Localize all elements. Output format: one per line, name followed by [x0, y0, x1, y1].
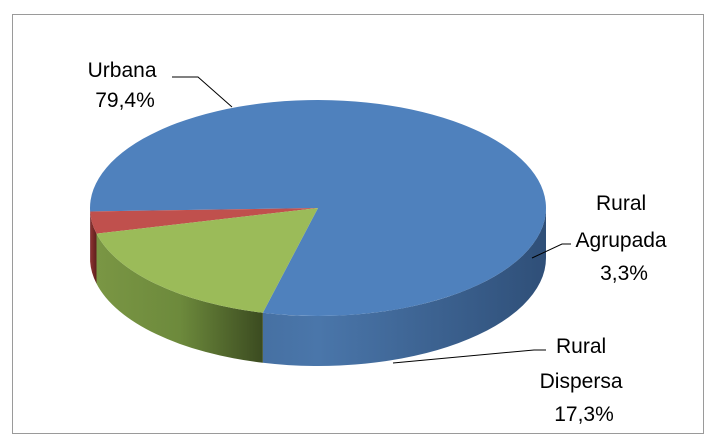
- slice-label-rural-dispersa-line-1: Rural: [556, 335, 606, 358]
- slice-label-rural-dispersa: Rural Dispersa 17,3%: [540, 335, 629, 426]
- slice-label-urbana-line-1: Urbana: [88, 59, 157, 82]
- slice-label-rural-agrupada: Rural Agrupada 3,3%: [576, 192, 673, 285]
- slice-label-rural-agrupada-line-3: 3,3%: [600, 262, 648, 285]
- leader-line-rural-dispersa: [392, 349, 546, 364]
- pie-slice-urbana: [90, 99, 547, 316]
- pie-side-urbana: [90, 208, 546, 366]
- slice-label-rural-agrupada-line-1: Rural: [596, 192, 646, 215]
- pie-sides: [90, 208, 546, 366]
- slice-label-urbana-line-2: 79,4%: [95, 89, 155, 112]
- pie-side-rural-agrupada: [90, 211, 97, 284]
- pie-slice-rural-dispersa: [96, 208, 318, 313]
- leader-lines: [172, 76, 571, 364]
- pie-tops: [90, 99, 547, 316]
- slice-label-urbana: Urbana 79,4%: [88, 59, 163, 112]
- slice-label-rural-dispersa-line-3: 17,3%: [554, 403, 614, 426]
- slice-label-rural-dispersa-line-2: Dispersa: [540, 370, 623, 393]
- leader-line-rural-agrupada: [531, 243, 571, 259]
- pie-side-rural-dispersa: [96, 233, 263, 363]
- pie-slice-rural-agrupada: [90, 208, 319, 234]
- leader-line-urbana: [172, 76, 233, 108]
- slice-label-rural-agrupada-line-2: Agrupada: [576, 229, 667, 252]
